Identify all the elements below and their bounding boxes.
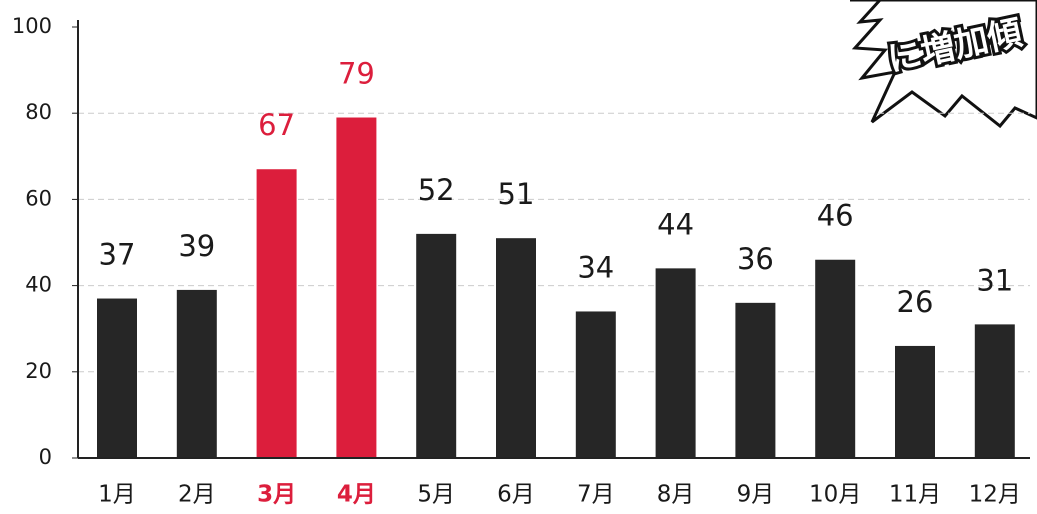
x-tick-label: 10月 xyxy=(809,482,861,508)
x-tick-label: 5月 xyxy=(417,482,455,508)
bar xyxy=(496,238,536,458)
bar xyxy=(257,169,297,458)
value-label: 34 xyxy=(577,250,614,284)
bar xyxy=(336,118,376,458)
y-tick-label: 20 xyxy=(25,359,52,383)
x-tick-label: 8月 xyxy=(657,482,695,508)
y-tick-label: 80 xyxy=(25,100,52,124)
x-tick-label: 7月 xyxy=(577,482,615,508)
x-tick-label: 9月 xyxy=(737,482,775,508)
callout: に増加傾 xyxy=(850,0,1037,126)
value-label: 37 xyxy=(99,238,136,272)
value-label: 52 xyxy=(418,173,455,207)
bar xyxy=(576,311,616,458)
bar xyxy=(735,303,775,458)
value-label: 67 xyxy=(258,108,295,142)
bar xyxy=(177,290,217,458)
value-label: 51 xyxy=(498,177,535,211)
x-tick-label: 12月 xyxy=(969,482,1021,508)
value-label: 26 xyxy=(897,285,934,319)
value-label: 46 xyxy=(817,199,854,233)
value-label: 79 xyxy=(338,57,375,91)
x-tick-label: 2月 xyxy=(178,482,216,508)
y-tick-label: 100 xyxy=(12,14,52,38)
x-tick-label: 3月 xyxy=(257,482,296,508)
bar xyxy=(97,299,137,458)
x-tick-label: 4月 xyxy=(337,482,376,508)
bar xyxy=(656,268,696,458)
bar xyxy=(416,234,456,458)
y-tick-label: 40 xyxy=(25,273,52,297)
bar xyxy=(895,346,935,458)
bar xyxy=(815,260,855,458)
y-tick-label: 0 xyxy=(39,445,52,469)
x-tick-label: 6月 xyxy=(497,482,535,508)
value-label: 36 xyxy=(737,242,774,276)
value-label: 39 xyxy=(178,229,215,263)
x-tick-label: 1月 xyxy=(98,482,136,508)
value-label: 31 xyxy=(976,263,1013,297)
y-tick-label: 60 xyxy=(25,186,52,210)
x-tick-label: 11月 xyxy=(889,482,941,508)
chart: に増加傾 0 20 40 60 80 100 37 1月 39 2月 67 3月 79 4月 52 5月 51 6… xyxy=(0,0,1037,514)
bar xyxy=(975,324,1015,458)
value-label: 44 xyxy=(657,207,694,241)
